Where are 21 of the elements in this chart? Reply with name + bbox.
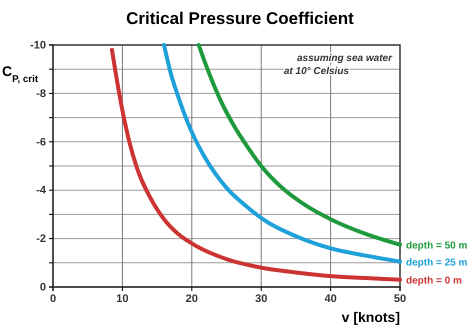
y-tick-label: -6 bbox=[36, 136, 46, 148]
line-series bbox=[110, 48, 402, 282]
y-tick-label: 0 bbox=[40, 282, 46, 294]
y-axis-title: C$_{P, crit}$ bbox=[2, 63, 39, 84]
x-tick-label: 50 bbox=[394, 292, 406, 305]
x-tick-label: 20 bbox=[186, 292, 198, 305]
series-label: depth = 50 m bbox=[406, 240, 468, 252]
x-tick-label: 0 bbox=[50, 292, 56, 305]
y-tick-label: -4 bbox=[36, 184, 47, 197]
series-label: depth = 25 m bbox=[406, 258, 468, 269]
y-tick-label: -2 bbox=[36, 233, 46, 246]
y-tick-label: -8 bbox=[36, 88, 46, 100]
x-tick-label: 40 bbox=[324, 292, 337, 305]
x-axis-title: v [knots] bbox=[342, 309, 400, 325]
series-label: depth = 0 m bbox=[406, 276, 462, 287]
line-series bbox=[196, 43, 402, 247]
x-tick-label: 10 bbox=[116, 292, 129, 305]
x-tick-label: 30 bbox=[255, 292, 268, 305]
chart-title: Critical Pressure Coefficient bbox=[126, 9, 354, 28]
line-series bbox=[162, 43, 402, 264]
y-tick-label: -10 bbox=[30, 40, 46, 52]
